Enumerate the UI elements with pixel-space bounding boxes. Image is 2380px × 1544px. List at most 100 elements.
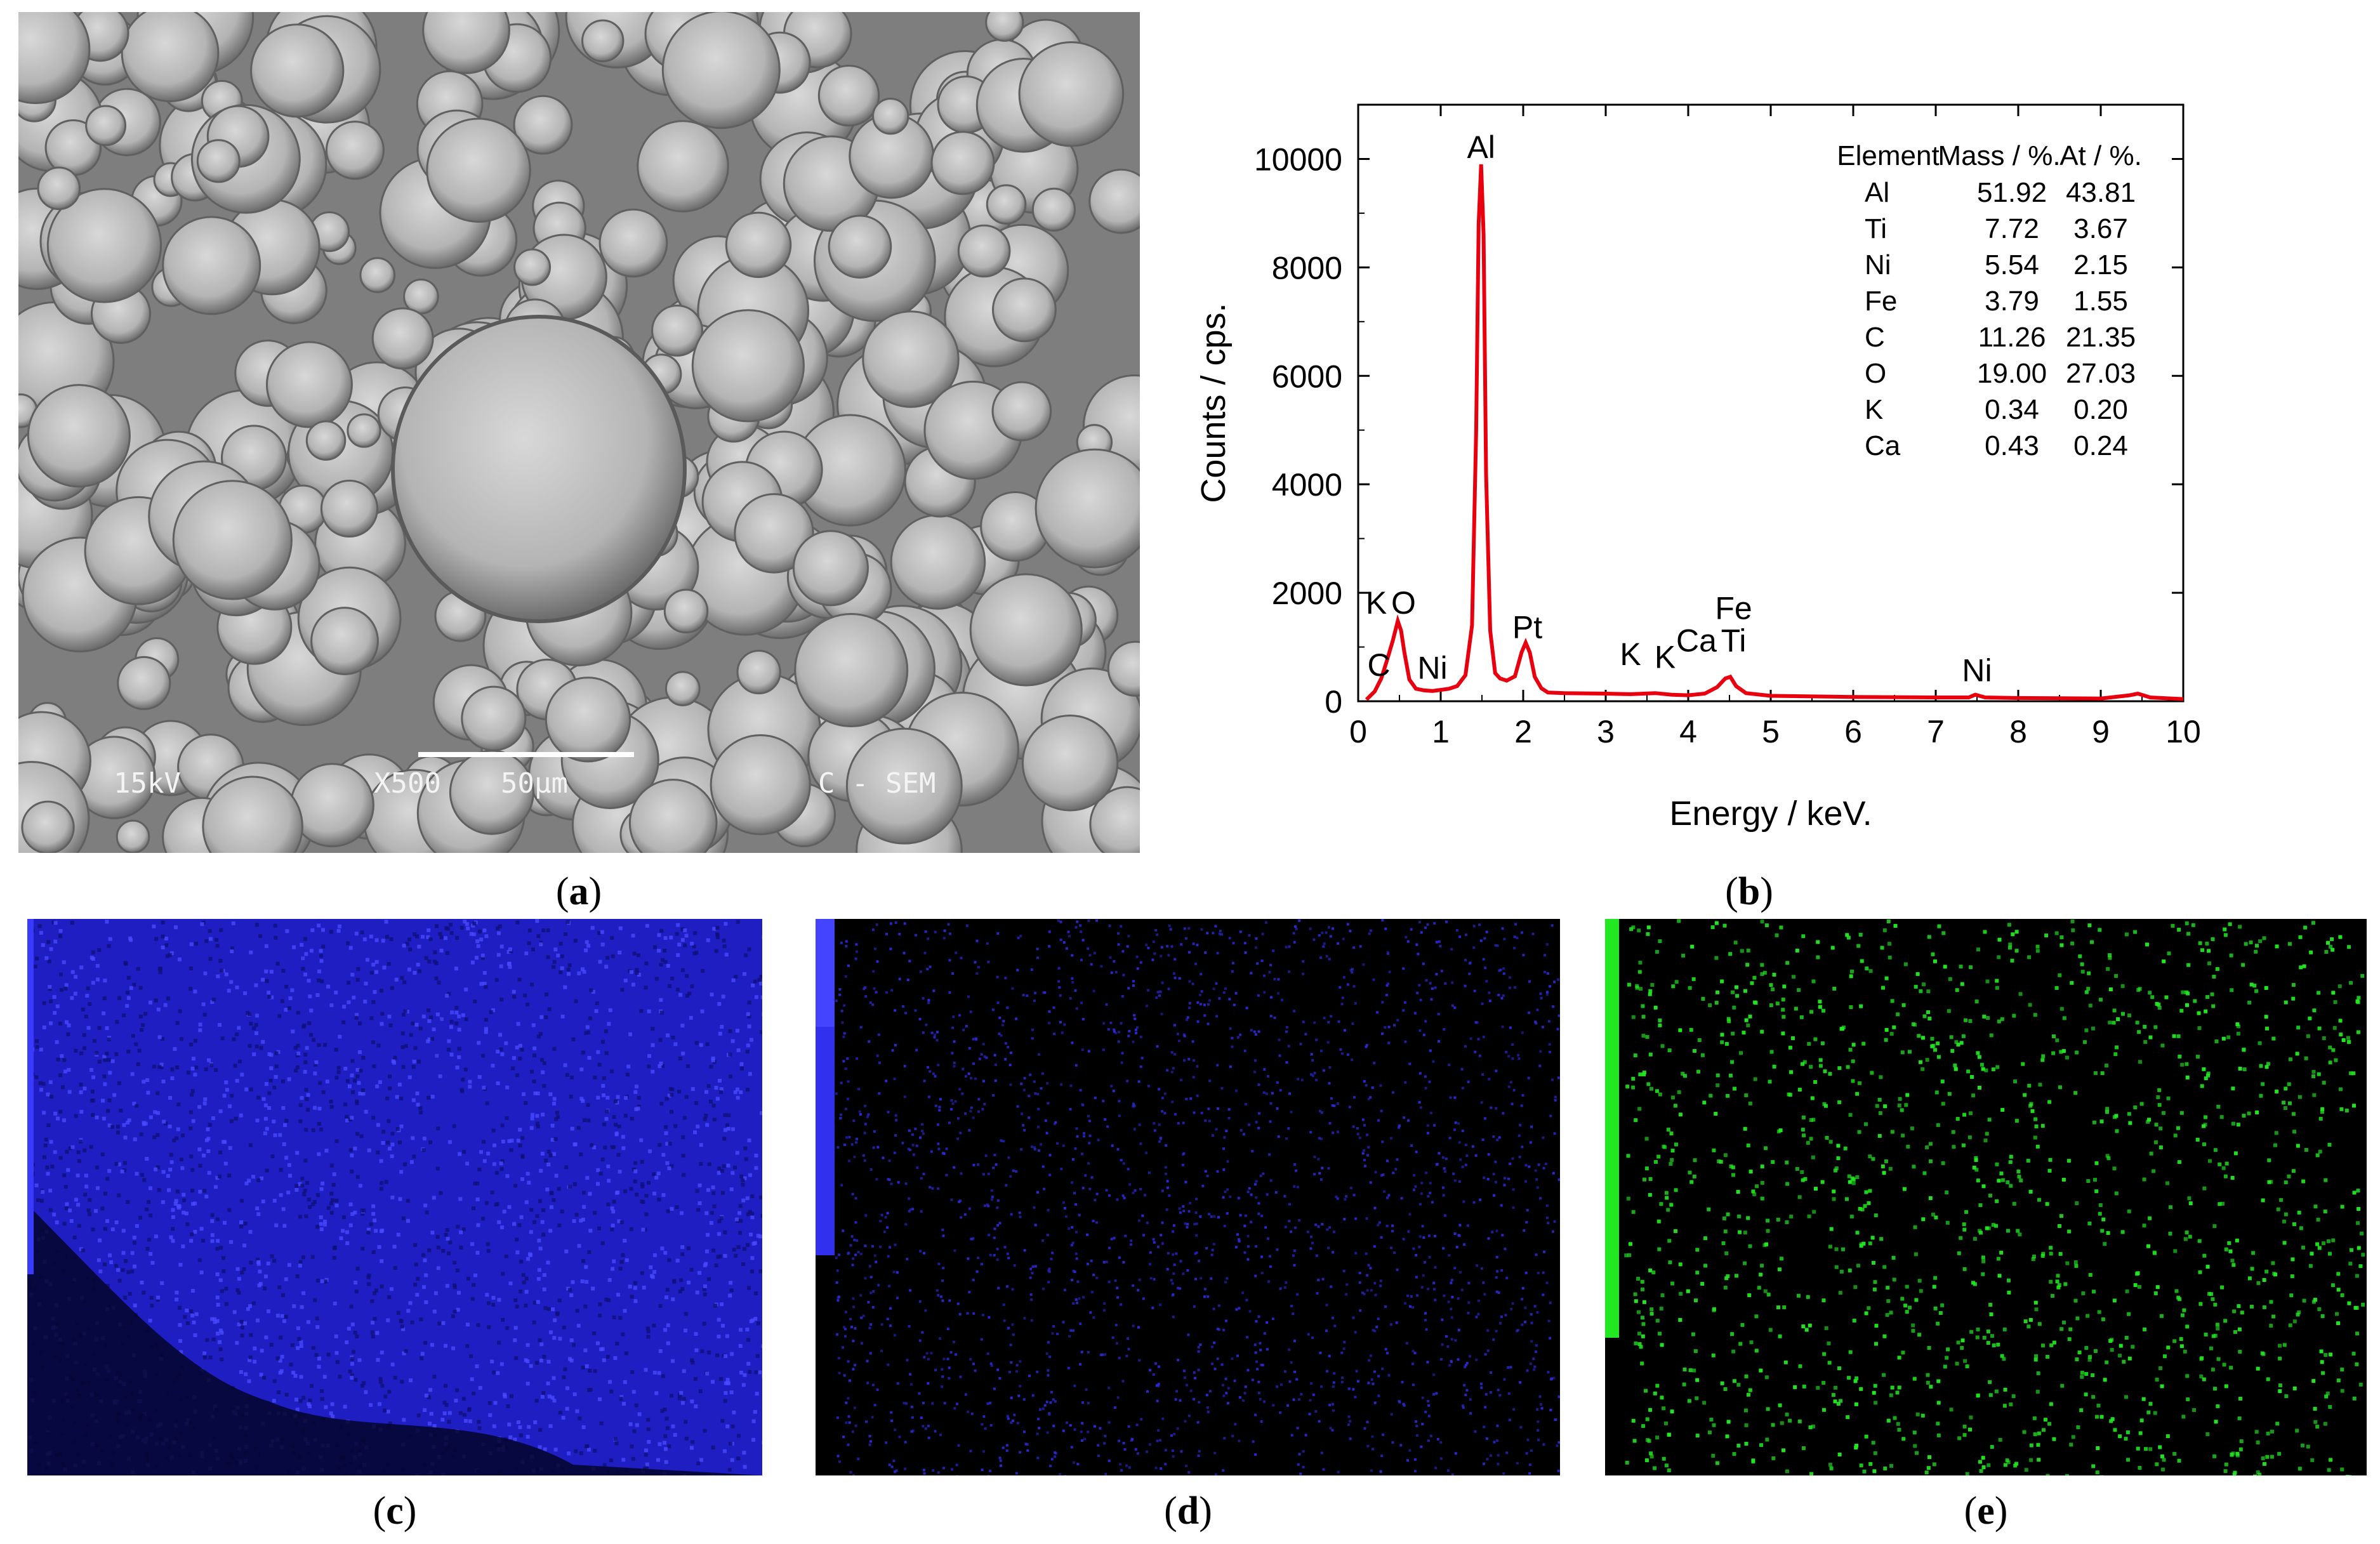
sem-particle [305, 420, 347, 461]
table-cell: 0.20 [2073, 394, 2128, 425]
sem-particle [725, 211, 792, 279]
peak-label: Fe [1715, 590, 1752, 626]
y-tick-label: 4000 [1272, 467, 1342, 503]
peak-label: Ni [1962, 653, 1992, 689]
sem-particle [651, 305, 703, 357]
sem-particle [817, 64, 880, 127]
sem-label-magnification: X500 [374, 767, 441, 800]
sem-particle [581, 19, 625, 63]
y-axis-label: Counts / cps. [1194, 303, 1233, 503]
x-tick-label: 3 [1597, 714, 1615, 749]
peak-label: K [1620, 637, 1641, 672]
peak-label: O [1391, 585, 1416, 621]
sem-particle [1089, 786, 1140, 853]
x-tick-label: 4 [1679, 714, 1697, 749]
table-cell: 1.55 [2073, 286, 2128, 317]
table-cell: Ti [1865, 213, 1887, 244]
caption-b: (b) [1725, 870, 1773, 913]
sem-particle [196, 139, 241, 183]
table-cell: C [1865, 322, 1885, 353]
table-cell: 3.79 [1985, 286, 2039, 317]
y-tick-label: 8000 [1272, 250, 1342, 286]
map-d-texture [816, 919, 1560, 1475]
peak-label: K [1366, 585, 1387, 621]
table-header: At / %. [2059, 140, 2142, 171]
sem-particle [663, 588, 709, 634]
sem-particle [862, 310, 960, 408]
sem-particle [426, 117, 531, 223]
elemental-map-c [27, 919, 762, 1475]
sem-particle [250, 23, 345, 118]
sem-particle [545, 676, 631, 763]
spectrum-line [1365, 164, 2184, 701]
table-cell: Al [1865, 177, 1889, 208]
table-cell: 43.81 [2066, 177, 2136, 208]
table-cell: O [1865, 358, 1886, 389]
sem-particle [736, 649, 781, 695]
caption-d: (d) [1164, 1489, 1212, 1533]
table-cell: 2.15 [2073, 249, 2128, 280]
sem-particle [449, 749, 534, 835]
sem-particle [628, 779, 718, 853]
sem-particle [890, 514, 986, 610]
sem-particle [347, 413, 381, 448]
sem-particle [265, 341, 353, 428]
x-tick-label: 9 [2092, 714, 2110, 749]
table-cell: 21.35 [2066, 322, 2136, 353]
sem-particle [121, 12, 220, 103]
sem-particle [828, 214, 892, 279]
peak-label: Pt [1512, 609, 1542, 645]
sem-label-scale: 50μm [501, 767, 568, 800]
sem-particle [986, 184, 1027, 225]
sem-particle [1031, 187, 1076, 232]
sem-particle [1035, 448, 1140, 569]
sem-particle [162, 216, 261, 315]
sem-particle [461, 685, 527, 751]
sem-particle [320, 479, 379, 538]
sem-particle [1018, 41, 1125, 147]
map-e-texture [1605, 919, 2365, 1475]
sem-particle [290, 763, 374, 848]
sem-particle [985, 12, 1024, 42]
peak-label: C [1367, 647, 1390, 683]
sem-particle [991, 381, 1052, 442]
sem-particle [991, 277, 1057, 343]
table-cell: 51.92 [1977, 177, 2047, 208]
sem-particle [18, 12, 91, 105]
sem-particle [325, 121, 385, 180]
elemental-map-d [816, 919, 1560, 1475]
sem-particle [513, 95, 573, 155]
x-tick-label: 2 [1514, 714, 1532, 749]
sem-particle [116, 819, 150, 853]
sem-particle [794, 612, 909, 727]
sem-texture: 15kV X500 50μm C - SEM [18, 12, 1140, 853]
sem-particle [710, 734, 811, 836]
table-cell: 0.24 [2073, 430, 2128, 461]
x-tick-label: 7 [1927, 714, 1945, 749]
sem-particle [310, 607, 379, 675]
table-cell: Ca [1865, 430, 1901, 461]
sem-particle [359, 257, 396, 293]
caption-c: (c) [373, 1489, 417, 1533]
x-tick-label: 5 [1762, 714, 1780, 749]
sem-particle [85, 105, 127, 147]
peak-label: Ti [1721, 623, 1747, 659]
scale-strip [1605, 919, 1619, 1338]
sem-particle [1088, 168, 1140, 234]
sem-particle [691, 309, 805, 423]
sem-particle [1107, 640, 1140, 697]
sem-label-voltage: 15kV [114, 767, 181, 800]
sem-particle [371, 307, 434, 370]
table-cell: 0.34 [1985, 394, 2039, 425]
caption-e: (e) [1964, 1489, 2008, 1533]
peak-label: K [1655, 639, 1676, 675]
sem-particle [872, 97, 909, 135]
x-axis-label: Energy / keV. [1669, 795, 1872, 833]
table-cell: 7.72 [1985, 213, 2039, 244]
sem-particle [21, 800, 75, 853]
caption-a: (a) [555, 870, 602, 913]
map-c-texture [27, 919, 762, 1475]
table-cell: K [1865, 394, 1883, 425]
